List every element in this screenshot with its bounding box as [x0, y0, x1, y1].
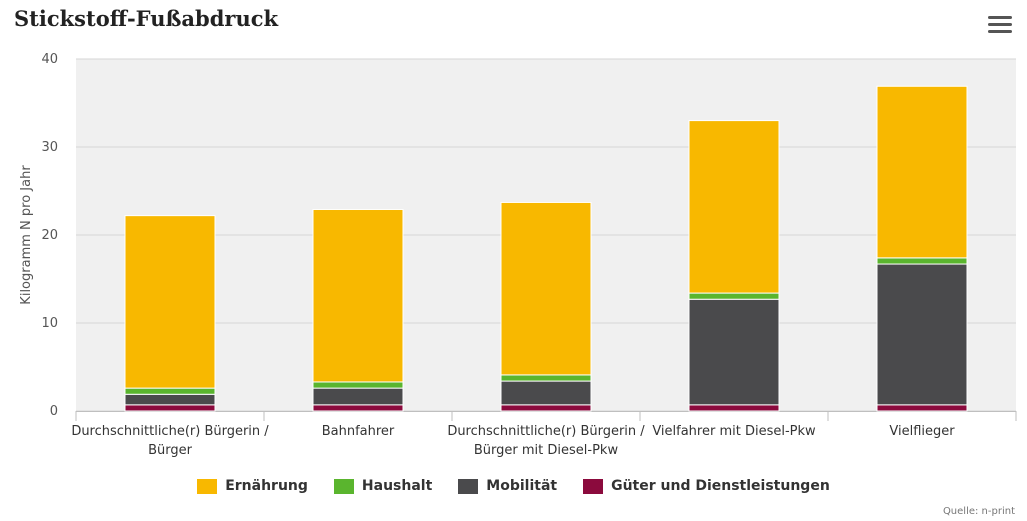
- legend-item-ern-hrung[interactable]: Ernährung: [197, 478, 308, 494]
- bar-segment-haushalt: [312, 381, 404, 389]
- bar-segment-ern-hrung: [688, 120, 780, 294]
- legend-label: Ernährung: [225, 478, 308, 494]
- legend-item-mobilit-t[interactable]: Mobilität: [458, 478, 557, 494]
- x-tick-label: Vielfahrer mit Diesel-Pkw: [652, 424, 816, 439]
- x-tick-label: Bahnfahrer: [322, 424, 395, 439]
- legend-swatch: [458, 478, 479, 494]
- bar-segment-g-ter-und-dienstleistungen: [500, 404, 592, 412]
- x-tick-label: Bürger: [148, 443, 193, 458]
- bar-segment-haushalt: [688, 292, 780, 300]
- bar-segment-ern-hrung: [500, 201, 592, 376]
- bar-segment-g-ter-und-dienstleistungen: [688, 404, 780, 412]
- x-tick-label: Bürger mit Diesel-Pkw: [474, 443, 619, 458]
- legend-item-haushalt[interactable]: Haushalt: [333, 478, 433, 494]
- bar-segment-haushalt: [500, 374, 592, 382]
- x-tick-label: Durchschnittliche(r) Bürgerin /: [71, 424, 269, 439]
- y-tick-label: 10: [41, 316, 58, 331]
- y-tick-label: 30: [41, 140, 58, 155]
- chart-svg: 0 10 20 30 40 Kilogramm N pro Jahr Durchschnit…: [19, 52, 1017, 458]
- bar-segment-mobilit-t: [500, 380, 592, 406]
- bar-segment-ern-hrung: [124, 215, 216, 389]
- y-tick-label: 40: [41, 52, 58, 67]
- legend: Ernährung Haushalt Mobilität Güter und Dien…: [0, 478, 1027, 494]
- chart-title: Stickstoff-Fußabdruck: [14, 6, 279, 31]
- bar-segment-g-ter-und-dienstleistungen: [124, 404, 216, 412]
- bar-segment-haushalt: [124, 387, 216, 395]
- legend-swatch: [333, 478, 354, 494]
- bar-segment-haushalt: [876, 257, 968, 265]
- y-tick-label: 0: [50, 404, 58, 419]
- legend-label: Haushalt: [361, 478, 433, 494]
- bar-segment-mobilit-t: [124, 393, 216, 406]
- bar-segment-ern-hrung: [876, 85, 968, 259]
- x-tick-label: Vielflieger: [889, 424, 955, 439]
- legend-swatch: [583, 478, 604, 494]
- bar-segment-ern-hrung: [312, 208, 404, 383]
- y-tick-label: 20: [41, 228, 58, 243]
- menu-icon[interactable]: [988, 16, 1012, 36]
- bar-segment-mobilit-t: [876, 263, 968, 406]
- legend-label: Mobilität: [486, 478, 558, 494]
- bar-segment-g-ter-und-dienstleistungen: [876, 404, 968, 412]
- legend-label: Güter und Dienstleistungen: [611, 478, 830, 494]
- legend-item-g-ter-und-dienstleistungen[interactable]: Güter und Dienstleistungen: [583, 478, 830, 494]
- legend-swatch: [197, 478, 218, 494]
- bar-segment-g-ter-und-dienstleistungen: [312, 404, 404, 412]
- x-tick-label: Durchschnittliche(r) Bürgerin /: [447, 424, 645, 439]
- y-axis-label: Kilogramm N pro Jahr: [19, 165, 34, 305]
- credit[interactable]: Quelle: n-print: [942, 506, 1015, 517]
- bar-segment-mobilit-t: [688, 298, 780, 406]
- bar-segment-mobilit-t: [312, 387, 404, 406]
